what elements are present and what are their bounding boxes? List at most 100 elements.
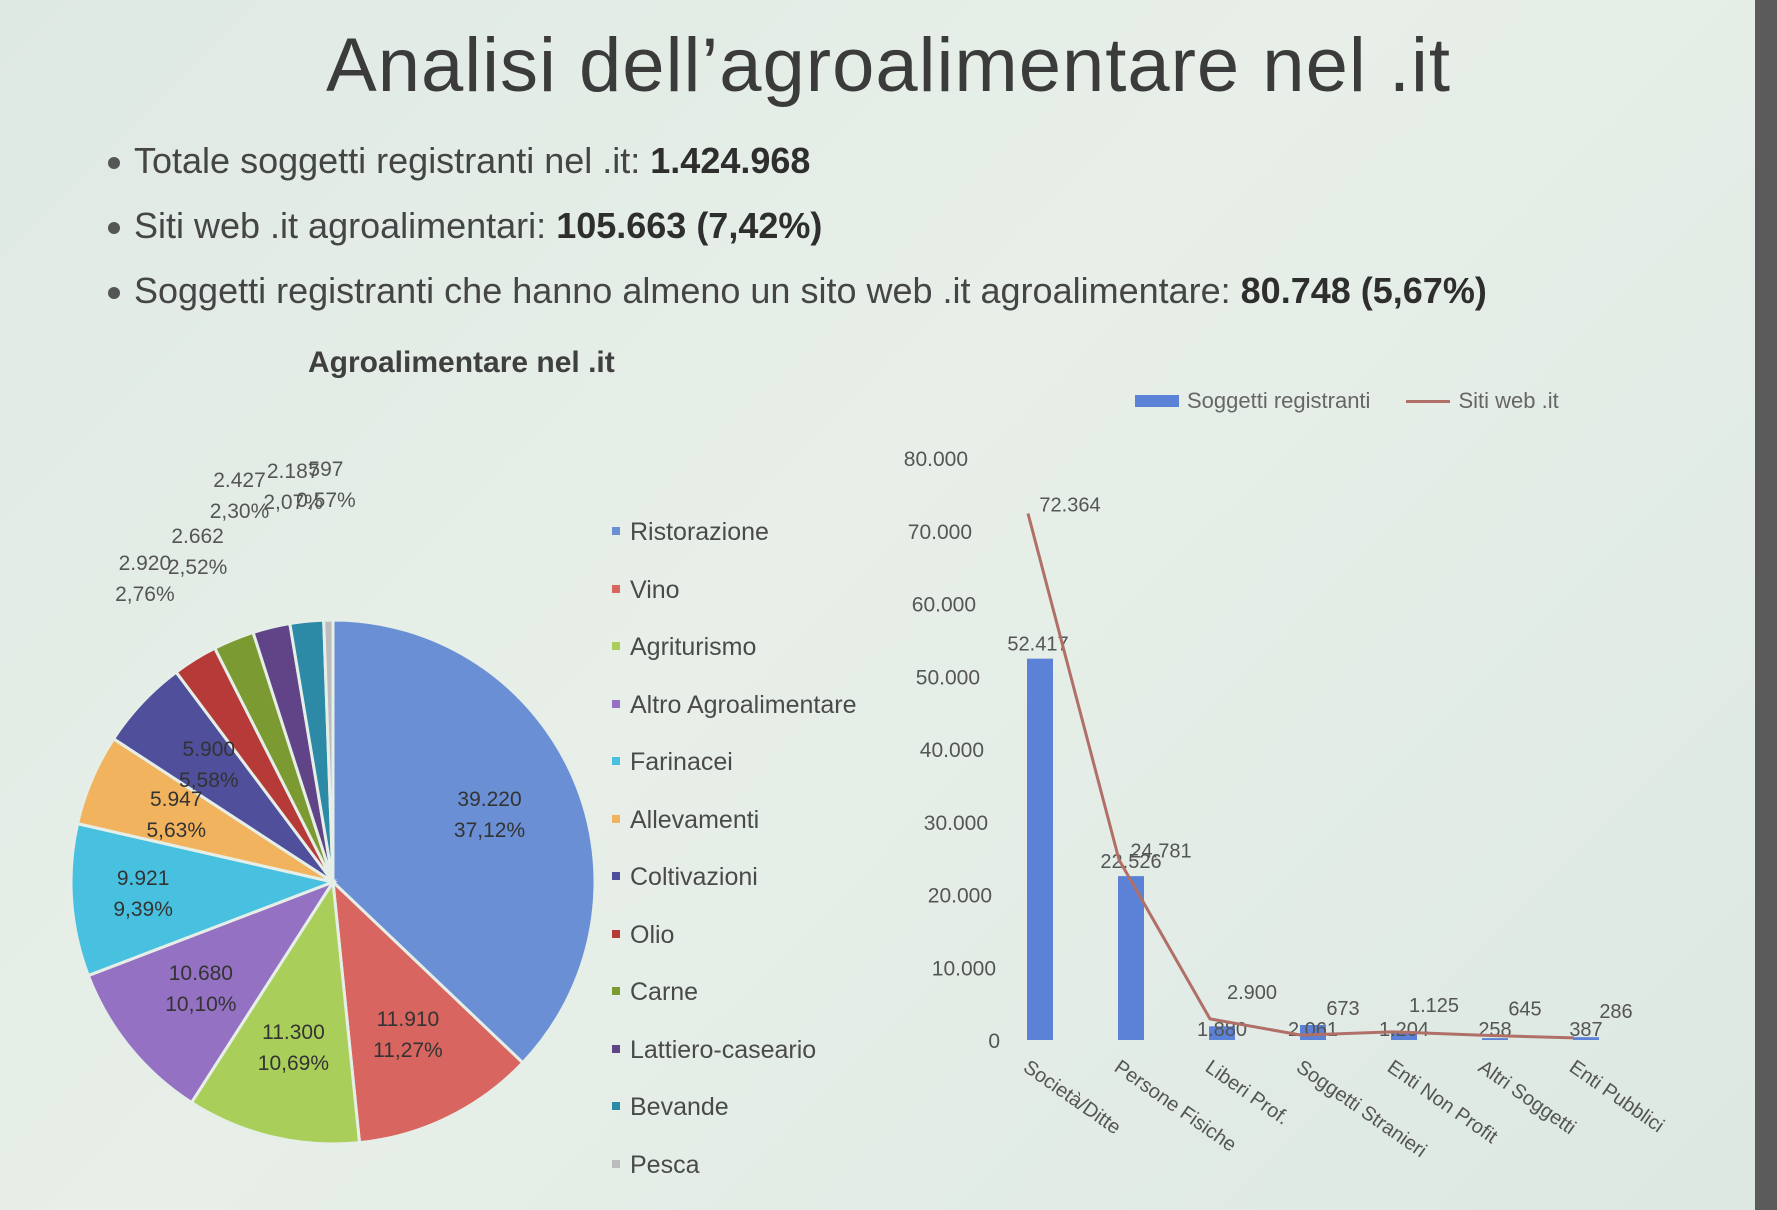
pie-slice-label: 39.220 37,12% xyxy=(445,784,535,846)
pie-slice-value: 10.680 xyxy=(168,962,233,986)
legend-line-swatch-icon xyxy=(1406,399,1451,403)
pie-slice-value: 11.300 xyxy=(262,1020,325,1044)
y-tick-label: 40.000 xyxy=(920,739,984,762)
legend-item: Farinacei xyxy=(612,748,857,806)
pie-slice-label: 2.662 2,52% xyxy=(153,521,243,583)
line-data-label: 673 xyxy=(1326,998,1359,1020)
pie-slice xyxy=(86,878,337,1105)
legend-bar-swatch-icon xyxy=(1135,395,1179,407)
legend-bar-label: Soggetti registranti xyxy=(1187,388,1371,413)
pie-slice-label: 2.187 2,07% xyxy=(248,456,338,518)
y-tick-label: 60.000 xyxy=(912,594,976,617)
legend-label: Ristorazione xyxy=(630,518,769,546)
bar-data-label: 387 xyxy=(1569,1019,1602,1041)
x-category-label: Liberi Prof. xyxy=(1201,1056,1293,1129)
pie-slice-label: 10.680 10,10% xyxy=(156,958,246,1020)
legend-item: Ristorazione xyxy=(612,518,857,576)
pie-slice-percent: 2,52% xyxy=(167,555,228,579)
legend-item: Pesca xyxy=(612,1151,857,1209)
pie-slice-percent: 5,58% xyxy=(179,769,239,793)
legend-label: Farinacei xyxy=(630,748,733,776)
pie-slice-label: 597 0,57% xyxy=(281,454,371,516)
legend-swatch-icon xyxy=(612,872,620,880)
pie-slice-percent: 11,27% xyxy=(373,1038,443,1062)
legend-label: Allevamenti xyxy=(630,805,760,834)
line-data-label: 286 xyxy=(1599,1001,1632,1023)
pie-slice-value: 2.662 xyxy=(171,524,224,548)
legend-label: Pesca xyxy=(630,1150,700,1179)
bar xyxy=(1209,1026,1235,1040)
pie-slice-label: 9.921 9,39% xyxy=(98,863,188,925)
bar-data-label: 258 xyxy=(1478,1019,1511,1041)
pie-slice xyxy=(189,877,362,1146)
y-tick-label: 80.000 xyxy=(904,448,968,471)
pie-slice-label: 5.900 5,58% xyxy=(164,734,254,796)
bar xyxy=(1482,1038,1508,1040)
pie-slice-percent: 9,39% xyxy=(113,897,173,921)
legend-label: Altro Agroalimentare xyxy=(630,690,857,719)
legend-label: Vino xyxy=(630,575,680,604)
bar-data-label: 1.204 xyxy=(1379,1019,1429,1041)
bar-data-label: 52.417 xyxy=(1007,634,1068,656)
bullet-item: Siti web .it agroalimentari: 105.663 (7,… xyxy=(108,205,1487,247)
pie-slice-value: 11.910 xyxy=(376,1007,440,1031)
pie-slice-value: 39.220 xyxy=(457,787,522,811)
legend-label: Lattiero-caseario xyxy=(630,1035,817,1064)
pie-chart-title: Agroalimentare nel .it xyxy=(308,346,615,379)
legend-label: Agriturismo xyxy=(630,633,757,661)
legend-swatch-icon xyxy=(612,757,620,765)
legend-item: Allevamenti xyxy=(612,806,857,864)
legend-swatch-icon xyxy=(612,584,620,593)
legend-swatch-icon xyxy=(612,699,620,708)
pie-slice-percent: 2,30% xyxy=(209,500,270,524)
line-data-label: 72.364 xyxy=(1039,495,1100,517)
pie-slice-value: 9.921 xyxy=(116,866,170,890)
bullet-dot-icon xyxy=(108,157,120,170)
legend-item: Carne xyxy=(612,978,857,1036)
legend-item: Olio xyxy=(612,921,857,979)
pie-slice xyxy=(322,618,335,883)
pie-slice xyxy=(69,821,339,978)
bar xyxy=(1391,1031,1417,1040)
pie-slice-percent: 2,76% xyxy=(115,582,175,606)
legend-item: Bevande xyxy=(612,1093,857,1151)
legend-line-label: Siti web .it xyxy=(1458,388,1559,413)
legend-swatch-icon xyxy=(612,987,620,995)
bar xyxy=(1118,876,1144,1040)
pie-slice-percent: 0,57% xyxy=(296,489,356,513)
legend-label: Carne xyxy=(630,978,699,1006)
legend-swatch-icon xyxy=(612,642,620,650)
pie-slice-percent: 10,10% xyxy=(165,993,237,1017)
bar xyxy=(1573,1037,1599,1040)
pie-slice-label: 2.427 2,30% xyxy=(195,465,285,527)
bullet-dot-icon xyxy=(108,287,120,300)
x-category-label: Società/Ditte xyxy=(1019,1056,1125,1139)
y-tick-label: 50.000 xyxy=(916,666,980,689)
pie-slice-percent: 5,63% xyxy=(146,819,206,843)
y-tick-label: 20.000 xyxy=(928,885,992,908)
bullet-item: Totale soggetti registranti nel .it: 1.4… xyxy=(108,140,1487,182)
slide-title: Analisi dell’agroalimentare nel .it xyxy=(326,23,1451,108)
line-data-label: 2.900 xyxy=(1227,982,1277,1004)
bullet-item: Soggetti registranti che hanno almeno un… xyxy=(108,270,1487,312)
legend-item: Lattiero-caseario xyxy=(612,1036,857,1094)
bullet-dot-icon xyxy=(108,222,120,235)
pie-slice-value: 2.187 xyxy=(266,460,320,483)
pie-slice-percent: 10,69% xyxy=(257,1051,330,1075)
legend-swatch-icon xyxy=(612,527,620,535)
bar xyxy=(1027,658,1053,1040)
pie-slice-value: 2.920 xyxy=(118,551,172,575)
pie-slice-value: 2.427 xyxy=(213,469,266,493)
legend-swatch-icon xyxy=(612,929,620,938)
pie-slice-percent: 2,07% xyxy=(263,491,323,514)
legend-swatch-icon xyxy=(612,1159,620,1168)
y-tick-label: 30.000 xyxy=(924,812,988,835)
line-data-label: 1.125 xyxy=(1409,995,1459,1017)
bar-data-label: 2.061 xyxy=(1288,1019,1338,1041)
legend-swatch-icon xyxy=(612,814,620,823)
pie-slice-value: 5.900 xyxy=(182,738,236,762)
line-data-label: 645 xyxy=(1508,998,1541,1020)
bar-data-label: 22.526 xyxy=(1100,851,1161,873)
